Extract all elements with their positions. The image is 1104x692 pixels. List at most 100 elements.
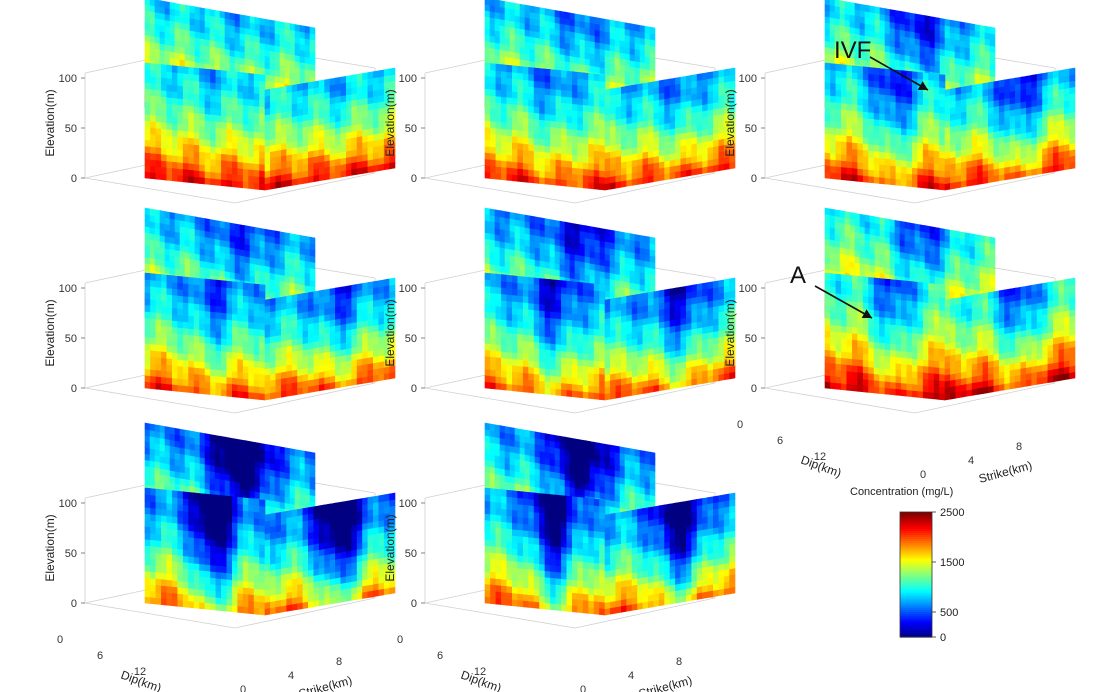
concentration-cell [239, 14, 246, 23]
concentration-cell [851, 110, 859, 118]
concentration-cell [680, 75, 687, 84]
concentration-cell [356, 123, 363, 132]
concentration-cell [490, 127, 497, 135]
concentration-cell [599, 144, 606, 153]
concentration-cell [193, 73, 200, 82]
z-tick-label: 100 [739, 73, 757, 85]
concentration-cell [1004, 78, 1011, 87]
concentration-cell [161, 147, 168, 155]
concentration-cell [712, 139, 720, 148]
concentration-cell [150, 324, 157, 332]
concentration-cell [685, 118, 693, 127]
concentration-cell [286, 110, 293, 118]
concentration-cell [835, 63, 842, 72]
concentration-cell [588, 124, 595, 132]
concentration-cell [155, 350, 162, 359]
concentration-cell [964, 52, 971, 61]
concentration-cell [239, 273, 246, 281]
concentration-cell [922, 72, 929, 81]
concentration-cell [204, 106, 211, 115]
concentration-cell [232, 128, 238, 137]
concentration-cell [917, 116, 924, 125]
concentration-cell [155, 331, 162, 339]
concentration-cell [933, 131, 940, 139]
concentration-cell [389, 67, 396, 76]
concentration-cell [144, 69, 151, 77]
concentration-cell [582, 117, 589, 125]
concentration-cell [906, 141, 913, 149]
concentration-cell [989, 26, 996, 35]
concentration-cell [824, 34, 831, 43]
concentration-cell [155, 70, 162, 78]
concentration-cell [928, 98, 935, 107]
concentration-cell [555, 146, 562, 155]
concentration-cell [302, 113, 309, 122]
concentration-cell [501, 64, 508, 72]
concentration-cell [204, 119, 211, 128]
concentration-cell [177, 327, 184, 335]
concentration-cell [539, 37, 546, 46]
concentration-cell [221, 159, 228, 168]
concentration-cell [155, 134, 162, 142]
concentration-cell [490, 107, 497, 116]
concentration-cell [506, 77, 513, 86]
concentration-cell [313, 80, 320, 89]
concentration-cell [712, 101, 720, 110]
concentration-cell [637, 145, 644, 154]
concentration-cell [226, 109, 233, 117]
concentration-cell [244, 225, 251, 233]
concentration-cell [1042, 97, 1049, 106]
concentration-cell [533, 125, 540, 133]
concentration-cell [1036, 73, 1043, 82]
concentration-cell [554, 16, 561, 24]
concentration-cell [345, 156, 353, 165]
concentration-cell [194, 216, 201, 225]
concentration-cell [922, 110, 929, 119]
concentration-cell [161, 109, 168, 117]
concentration-cell [362, 84, 369, 93]
concentration-cell [644, 38, 651, 46]
concentration-cell [571, 103, 579, 111]
concentration-cell [501, 83, 508, 92]
concentration-cell [911, 116, 919, 124]
concentration-cell [161, 121, 168, 130]
concentration-cell [653, 136, 660, 145]
concentration-cell [289, 233, 296, 241]
concentration-cell [172, 135, 178, 144]
concentration-cell [166, 128, 173, 137]
concentration-cell [237, 180, 244, 189]
concentration-cell [517, 72, 524, 80]
concentration-cell [593, 105, 600, 114]
concentration-cell [253, 137, 260, 146]
concentration-cell [340, 157, 347, 166]
concentration-cell [846, 147, 853, 156]
concentration-cell [1069, 142, 1076, 151]
concentration-cell [490, 152, 497, 161]
concentration-cell [248, 149, 255, 158]
concentration-cell [188, 162, 195, 171]
concentration-cell [324, 91, 331, 100]
concentration-cell [844, 1, 851, 9]
concentration-cell [172, 307, 178, 315]
concentration-cell [873, 112, 880, 120]
concentration-cell [864, 4, 871, 13]
concentration-cell [177, 85, 184, 93]
z-tick-label: 50 [65, 123, 77, 135]
concentration-cell [351, 86, 358, 95]
concentration-cell [626, 97, 633, 106]
concentration-cell [939, 163, 946, 172]
concentration-cell [172, 339, 178, 347]
concentration-cell [335, 76, 342, 85]
concentration-cell [647, 87, 655, 96]
concentration-cell [484, 100, 491, 109]
concentration-cell [169, 32, 176, 41]
concentration-cell [922, 136, 929, 144]
concentration-cell [702, 72, 709, 81]
concentration-cell [1036, 160, 1043, 169]
concentration-cell [182, 359, 189, 368]
concentration-cell [204, 158, 211, 166]
concentration-cell [161, 77, 168, 85]
concentration-cell [506, 115, 513, 124]
concentration-cell [939, 144, 946, 153]
concentration-cell [835, 114, 842, 123]
